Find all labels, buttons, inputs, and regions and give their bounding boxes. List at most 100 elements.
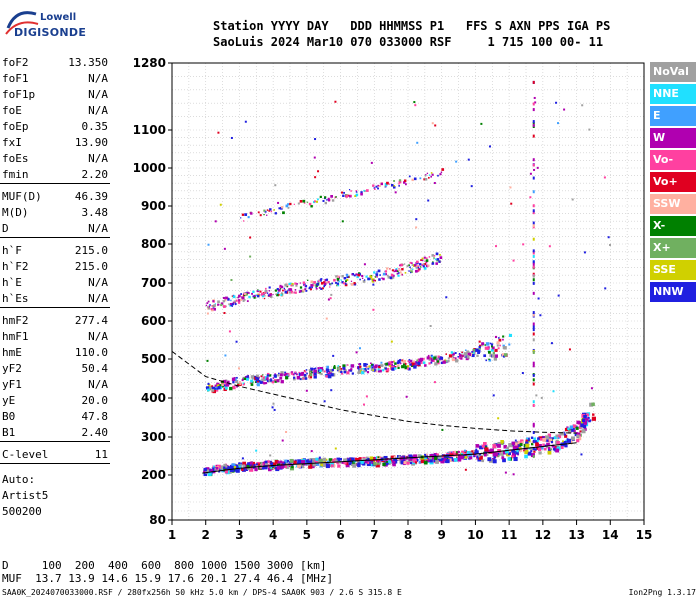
echo-point (552, 448, 556, 451)
echo-point (265, 382, 268, 385)
echo-point (324, 196, 327, 199)
echo-point (275, 293, 277, 295)
echo-point (485, 342, 490, 346)
echo-point (270, 378, 272, 380)
echo-point (435, 252, 439, 256)
echo-point (238, 462, 241, 465)
echo-point (481, 444, 485, 448)
echo-point (398, 268, 401, 272)
echo-point (355, 273, 358, 276)
echo-point (431, 355, 434, 358)
echo-point (250, 212, 253, 215)
auto-line2: Artist5 (2, 489, 49, 502)
echo-point (279, 460, 283, 464)
echo-point (225, 465, 228, 468)
echo-point (578, 426, 582, 429)
interference-point (532, 325, 535, 329)
echo-point (362, 462, 366, 466)
echo-point (436, 358, 440, 362)
echo-point (294, 282, 297, 285)
echo-point (235, 299, 238, 302)
echo-point (366, 461, 372, 467)
echo-point (263, 209, 266, 212)
noise-point (390, 340, 393, 343)
noise-point (497, 417, 500, 420)
echo-point (326, 462, 330, 465)
noise-point (362, 403, 365, 406)
interference-point (532, 447, 535, 451)
echo-point (511, 451, 516, 456)
param-row-foep: foEp 0.35 (2, 120, 108, 134)
echo-point (272, 462, 277, 466)
echo-point (222, 296, 225, 300)
echo-point (315, 457, 319, 461)
echo-point (518, 448, 523, 452)
echo-point (235, 468, 240, 473)
noise-point (464, 468, 467, 471)
echo-point (207, 471, 212, 476)
echo-point (397, 366, 400, 369)
echo-point (408, 270, 410, 272)
noise-point (269, 454, 272, 457)
echo-point (531, 442, 534, 446)
echo-point (244, 299, 246, 301)
echo-point (269, 379, 273, 382)
echo-point (376, 460, 380, 463)
noise-point (317, 170, 320, 173)
param-separator (0, 183, 110, 184)
x-tick-label: 3 (235, 528, 243, 542)
echo-point (369, 456, 374, 461)
echo-point (268, 210, 270, 212)
echo-point (357, 462, 361, 466)
echo-point (383, 363, 387, 366)
legend-item-vox: Vo+ (650, 172, 696, 192)
echo-point (308, 464, 313, 469)
noise-point (329, 297, 332, 300)
echo-point (341, 281, 344, 284)
echo-point (324, 201, 327, 205)
echo-point (394, 269, 398, 273)
echo-point (534, 448, 537, 451)
echo-point (325, 458, 328, 461)
echo-point (366, 363, 369, 366)
echo-point (559, 432, 563, 436)
echo-point (433, 453, 438, 457)
echo-point (290, 290, 294, 294)
echo-point (578, 434, 581, 437)
echo-point (243, 294, 246, 297)
echo-point (387, 275, 391, 279)
echo-point (402, 359, 407, 364)
echo-point (388, 183, 391, 185)
echo-point (256, 383, 260, 387)
noise-point (330, 389, 333, 392)
echo-point (320, 287, 323, 290)
legend-item-nnw: NNW (650, 282, 696, 302)
echo-point (435, 358, 438, 361)
echo-point (329, 286, 331, 288)
echo-point (452, 352, 455, 356)
echo-point (413, 365, 417, 369)
param-value: 47.8 (81, 410, 109, 423)
echo-point (475, 448, 478, 451)
noise-point (355, 351, 358, 354)
param-row-foes: foEs N/A (2, 152, 108, 166)
echo-point (547, 450, 552, 455)
echo-point (216, 382, 220, 387)
echo-point (486, 453, 489, 457)
echo-point (319, 367, 324, 371)
noise-point (218, 470, 221, 473)
param-label: hmE (2, 346, 22, 359)
y-tick-label: 300 (141, 430, 166, 444)
echo-point (384, 185, 386, 188)
noise-point (314, 138, 317, 141)
echo-point (288, 291, 291, 294)
echo-point (463, 449, 466, 452)
echo-point (550, 448, 553, 451)
echo-point (363, 369, 366, 372)
echo-point (317, 367, 320, 370)
echo-point (325, 463, 329, 466)
echo-point (225, 383, 230, 387)
echo-point (214, 384, 217, 387)
echo-point (524, 447, 528, 451)
echo-point (256, 289, 260, 293)
